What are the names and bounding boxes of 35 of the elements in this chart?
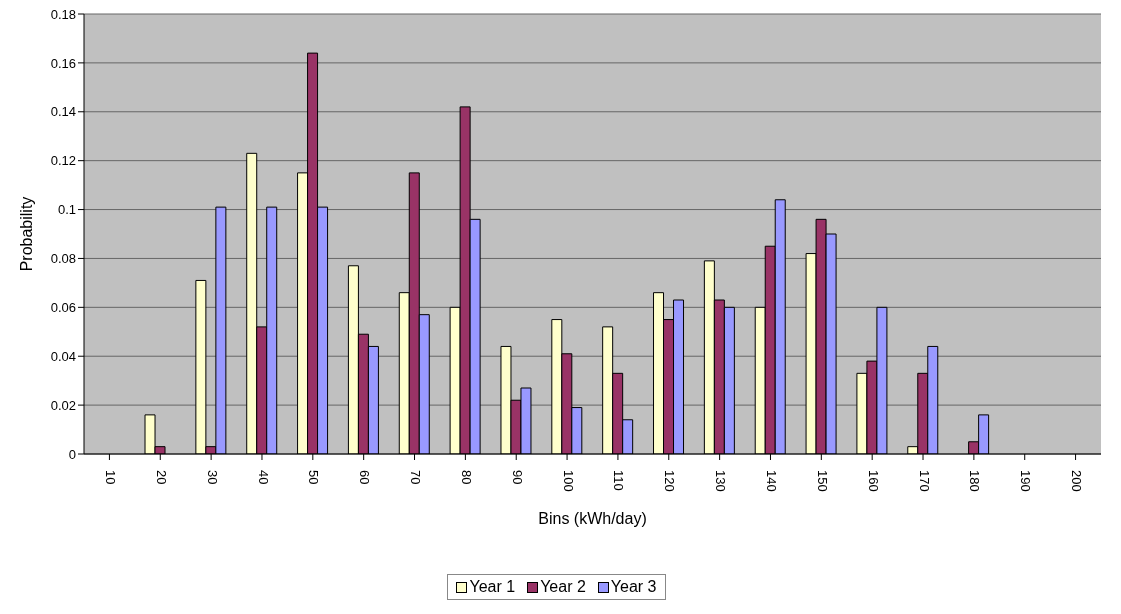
y-tick-label: 0.12 bbox=[50, 153, 76, 169]
y-tick-label: 0 bbox=[68, 446, 76, 462]
x-tick-label: 60 bbox=[357, 470, 373, 485]
y-tick-label: 0.06 bbox=[50, 299, 76, 315]
x-tick-label: 190 bbox=[1018, 470, 1034, 492]
x-tick-label: 70 bbox=[408, 470, 424, 485]
x-tick-label: 130 bbox=[713, 470, 729, 492]
x-axis-title: Bins (kWh/day) bbox=[538, 510, 647, 527]
x-tick-label: 40 bbox=[255, 470, 271, 485]
x-tick-label: 180 bbox=[967, 470, 983, 492]
y-tick-label: 0.08 bbox=[50, 251, 76, 267]
y-tick-label: 0.1 bbox=[57, 202, 76, 218]
x-tick-label: 160 bbox=[865, 470, 881, 492]
legend-label: Year 2 bbox=[539, 578, 586, 596]
x-tick-label: 200 bbox=[1069, 470, 1085, 492]
x-tick-label: 110 bbox=[611, 470, 627, 491]
x-tick-label: 10 bbox=[102, 470, 118, 485]
x-tick-label: 100 bbox=[560, 470, 576, 492]
x-tick-label: 170 bbox=[916, 470, 932, 492]
y-tick-label: 0.02 bbox=[50, 397, 76, 413]
y-tick-label: 0.14 bbox=[50, 104, 76, 120]
y-tick-label: 0.04 bbox=[50, 348, 76, 364]
legend-label: Year 1 bbox=[468, 578, 516, 596]
y-tick-label: 0.18 bbox=[50, 6, 76, 22]
x-tick-label: 140 bbox=[764, 470, 780, 492]
x-tick-label: 20 bbox=[153, 470, 169, 485]
x-tick-label: 80 bbox=[458, 470, 474, 485]
x-tick-label: 90 bbox=[509, 470, 525, 485]
y-axis-title: Probability bbox=[17, 196, 35, 272]
x-tick-label: 120 bbox=[662, 470, 678, 492]
y-tick-label: 0.16 bbox=[50, 55, 76, 71]
x-tick-label: 30 bbox=[204, 470, 220, 485]
legend-label: Year 3 bbox=[609, 578, 657, 596]
x-tick-label: 50 bbox=[306, 470, 322, 485]
x-tick-label: 150 bbox=[814, 470, 830, 492]
